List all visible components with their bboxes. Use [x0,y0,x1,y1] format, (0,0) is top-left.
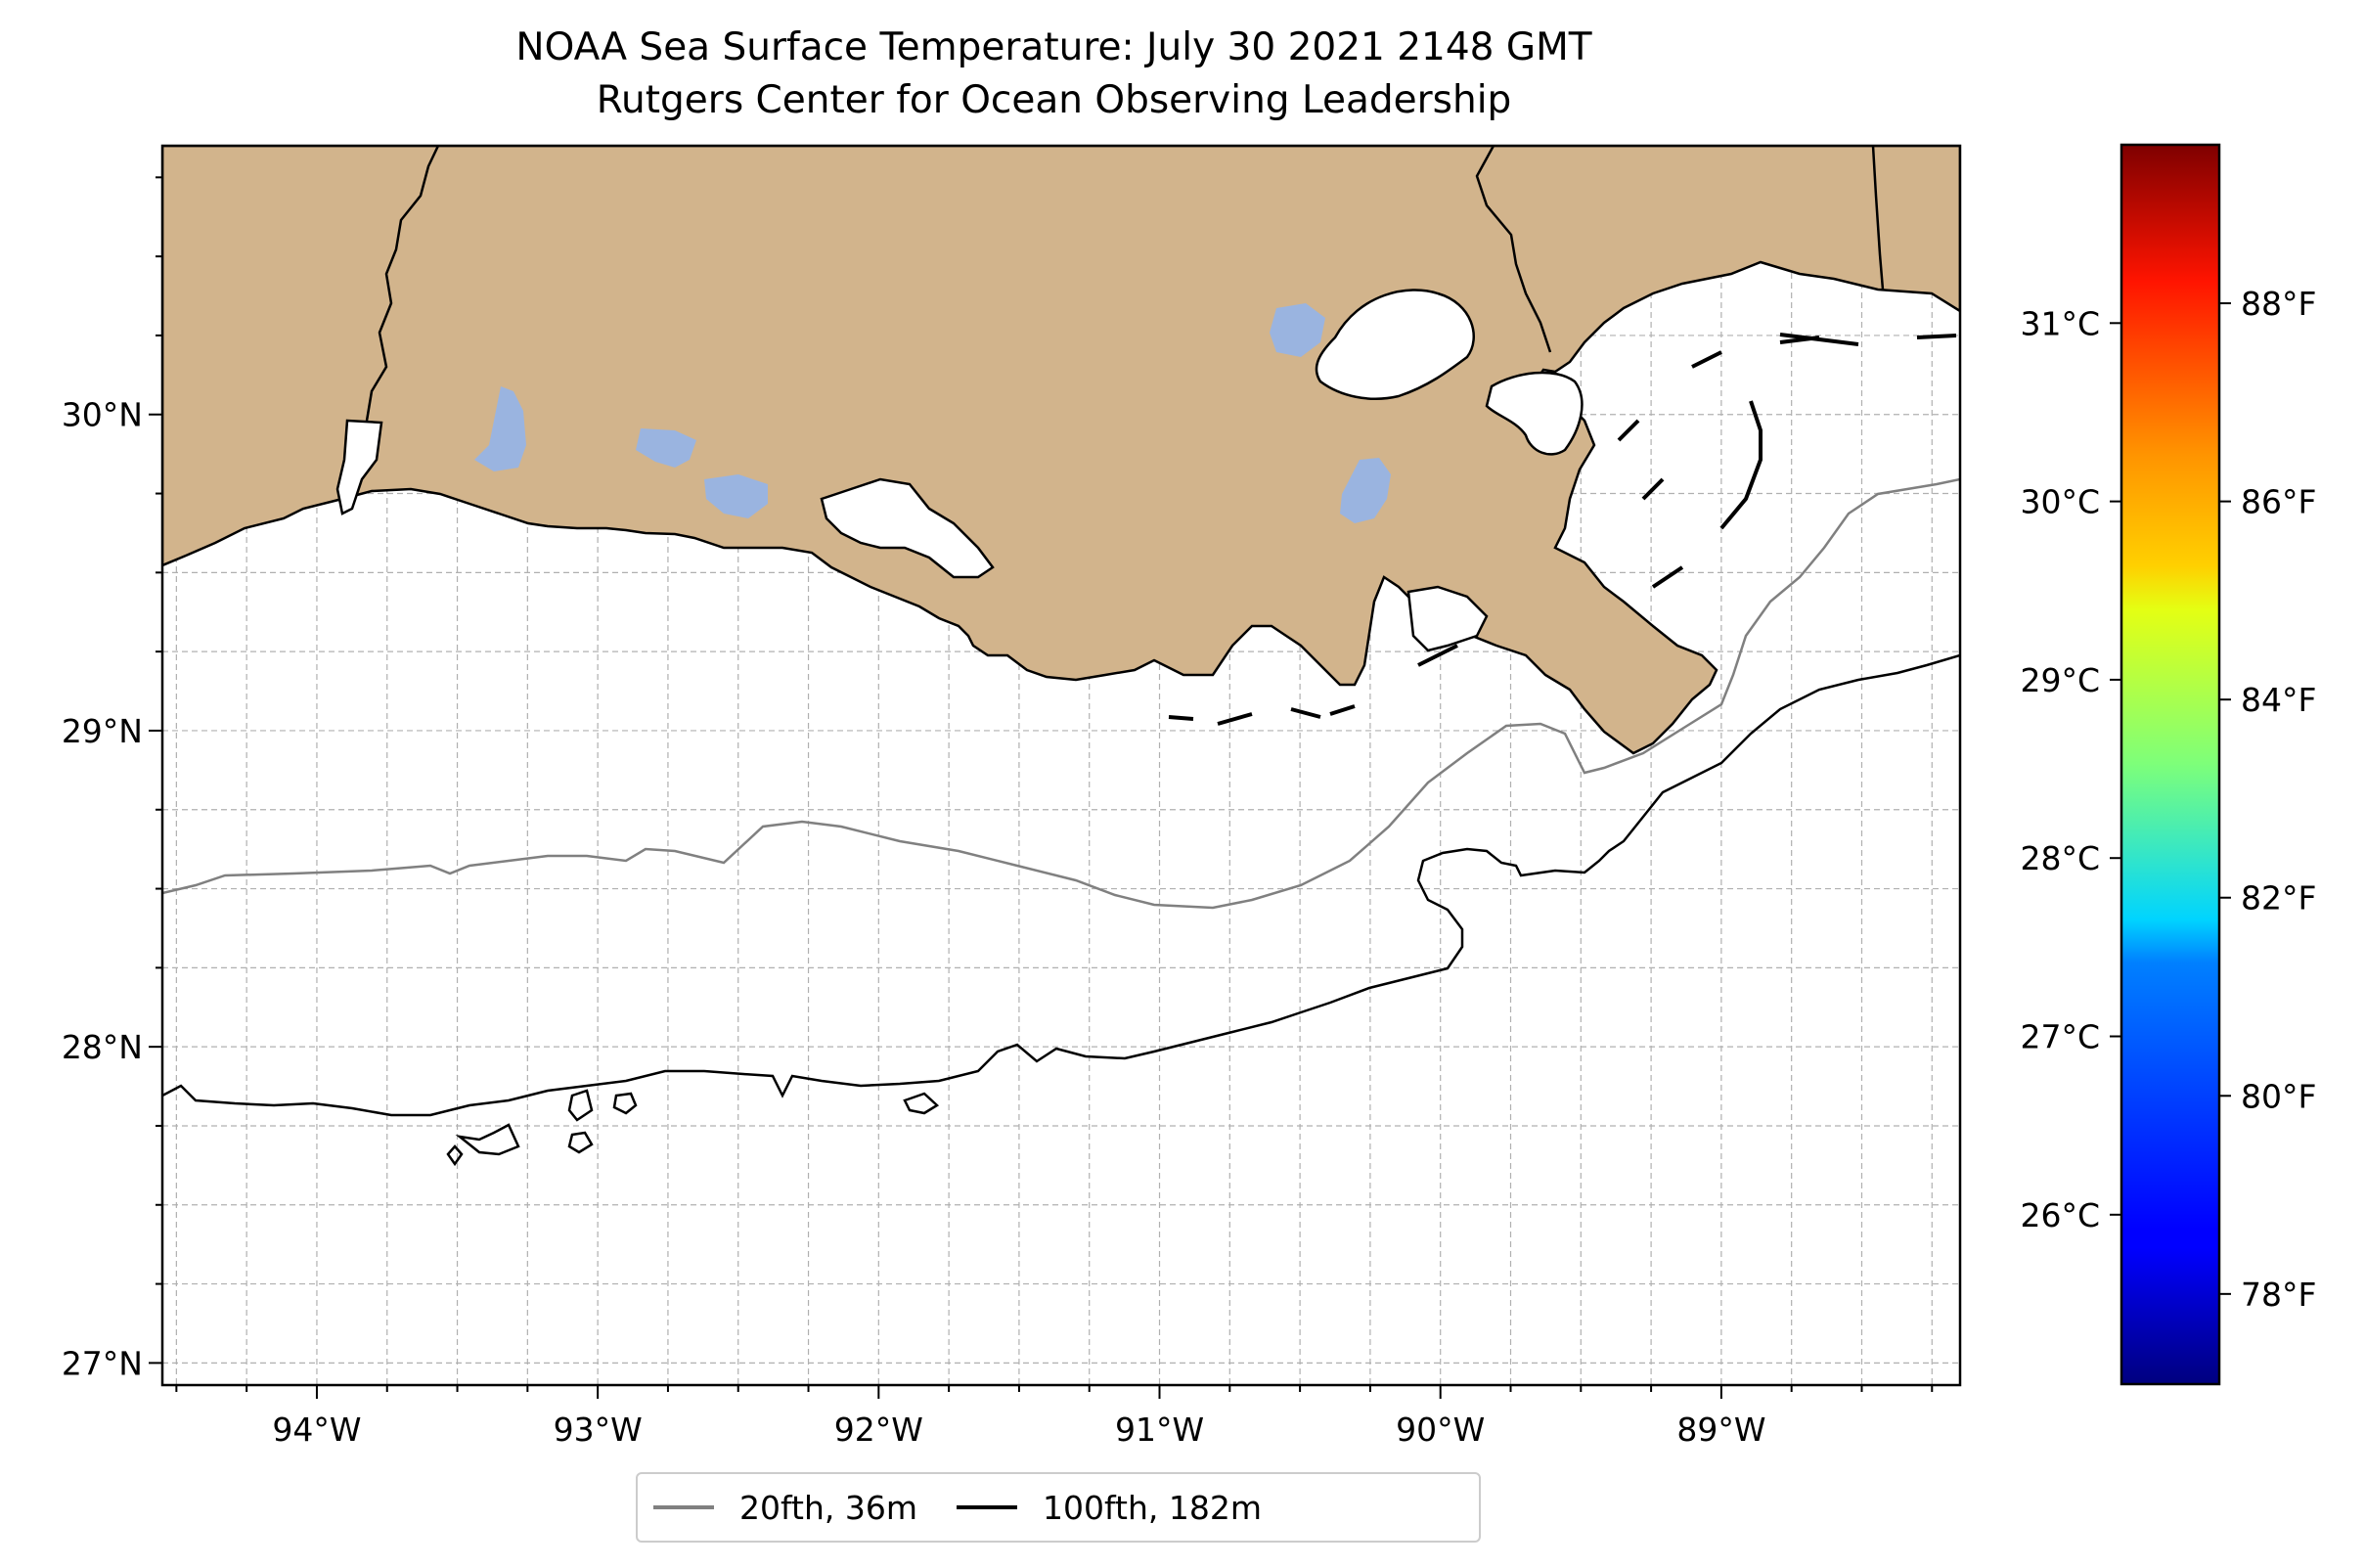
x-axis: 94°W 93°W 92°W 91°W 90°W 89°W [175,1385,1934,1449]
grand-lake [636,428,696,468]
x-tick-label: 94°W [272,1411,361,1449]
y-tick-label: 30°N [62,396,143,434]
x-tick-label: 92°W [834,1411,923,1449]
y-axis: 27°N 28°N 29°N 30°N [62,176,162,1382]
x-tick-label: 89°W [1676,1411,1765,1449]
chart-subtitle: Rutgers Center for Ocean Observing Leade… [596,78,1512,122]
calcasieu-lake [474,386,526,471]
y-tick-label: 29°N [62,712,143,750]
colorbar-celsius-label: 27°C [2020,1018,2100,1056]
legend-item-100fth: 100fth, 182m [941,1489,1262,1527]
state-boundary [1475,146,1552,353]
colorbar-celsius-label: 28°C [2020,839,2100,877]
map-area [162,146,1960,1385]
colorbar-fahrenheit-axis: 78°F 80°F 82°F 84°F 86°F 88°F [2219,285,2316,1314]
colorbar-fahrenheit-label: 84°F [2241,681,2316,719]
barataria-bay [1406,585,1489,652]
white-lake [704,474,768,518]
lake-pontchartrain [1315,289,1475,400]
colorbar-celsius-label: 26°C [2020,1196,2100,1234]
x-tick-label: 91°W [1115,1411,1204,1449]
x-tick-label: 93°W [554,1411,643,1449]
x-tick-label: 90°W [1396,1411,1485,1449]
legend-label-100fth: 100fth, 182m [1043,1488,1262,1527]
colorbar: 26°C 27°C 28°C 29°C 30°C 31°C 78°F 80°F 82°F 84°… [2020,143,2316,1386]
sabine-lake [335,419,383,515]
colorbar-gradient [2120,143,2221,1386]
vermilion-bay [820,477,995,579]
colorbar-celsius-label: 31°C [2020,304,2100,342]
state-boundary [1871,146,1885,291]
legend-swatch-20fth [653,1505,714,1509]
lake-borgne [1485,371,1584,456]
lake-maurepas [1270,303,1325,357]
colorbar-fahrenheit-label: 80°F [2241,1077,2316,1115]
legend: 20fth, 36m 100fth, 182m [636,1472,1481,1543]
isobath-100fth [162,653,1960,1117]
colorbar-celsius-axis: 26°C 27°C 28°C 29°C 30°C 31°C [2020,304,2121,1234]
isobath-100fth-fragments [446,1089,940,1167]
chart-title: NOAA Sea Surface Temperature: July 30 20… [515,25,1592,69]
colorbar-fahrenheit-label: 88°F [2241,285,2316,323]
legend-swatch-100fth [957,1505,1017,1509]
y-tick-label: 27°N [62,1344,143,1382]
legend-label-20fth: 20fth, 36m [739,1488,917,1527]
colorbar-fahrenheit-label: 86°F [2241,483,2316,521]
state-boundary [365,146,440,422]
colorbar-celsius-label: 29°C [2020,661,2100,699]
map-frame [160,144,1962,1387]
colorbar-fahrenheit-label: 78°F [2241,1276,2316,1314]
colorbar-celsius-label: 30°C [2020,483,2100,521]
lake-salvador [1340,458,1391,523]
barrier-islands [1168,333,1957,726]
y-tick-label: 28°N [62,1028,143,1066]
legend-item-20fth: 20fth, 36m [638,1489,917,1527]
isobath-20fth [162,477,1960,910]
colorbar-fahrenheit-label: 82°F [2241,879,2316,918]
